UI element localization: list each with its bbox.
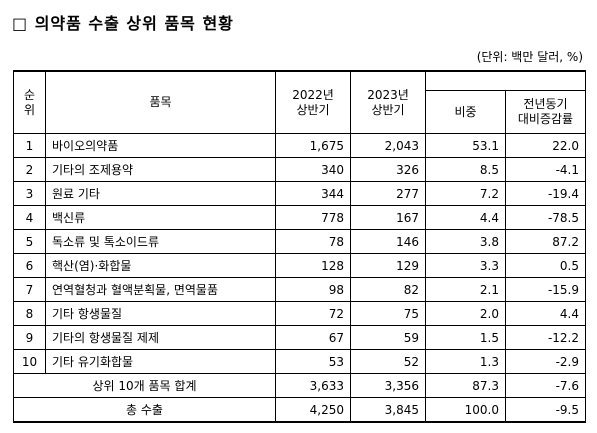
table-cell: -12.2 — [505, 325, 586, 350]
table-row: 총 수출 4,250 3,845 100.0 -9.5 — [13, 397, 586, 423]
header-cell: 2023년 상반기 — [350, 70, 426, 134]
table-row: 6 핵산(염)·화합물 128 129 3.3 0.5 — [13, 253, 586, 278]
table-row: 8 기타 항생물질 72 75 2.0 4.4 — [13, 301, 586, 326]
header-cell: 순 위 — [13, 70, 46, 134]
table-row: 1 바이오의약품 1,675 2,043 53.1 22.0 — [13, 133, 586, 158]
table: 순 위 품목 2022년 상반기 2023년 상반기 비중 전년동기 대비증감률… — [13, 70, 586, 423]
table-cell: 87.2 — [505, 229, 586, 254]
table-cell: 기타 유기화합물 — [45, 349, 276, 374]
table-row: 3 원료 기타 344 277 7.2 -19.4 — [13, 181, 586, 206]
table-cell: 277 — [350, 181, 426, 206]
header-blank — [425, 70, 586, 91]
table-cell: 146 — [350, 229, 426, 254]
table-cell: -7.6 — [505, 373, 586, 398]
table-cell: 129 — [350, 253, 426, 278]
table-row: 상위 10개 품목 합계 3,633 3,356 87.3 -7.6 — [13, 373, 586, 398]
table-cell: 8 — [13, 301, 46, 326]
table-cell: 9 — [13, 325, 46, 350]
table-cell: 8.5 — [425, 157, 506, 182]
header-cell: 품목 — [45, 70, 276, 134]
table-cell: 3,845 — [350, 397, 426, 423]
table-row: 5 독소류 및 톡소이드류 78 146 3.8 87.2 — [13, 229, 586, 254]
table-cell: 기타 항생물질 — [45, 301, 276, 326]
table-cell: 10 — [13, 349, 46, 374]
table-cell: 7 — [13, 277, 46, 302]
table-cell: 98 — [275, 277, 351, 302]
table-cell: 87.3 — [425, 373, 506, 398]
table-cell: 128 — [275, 253, 351, 278]
table-cell: 344 — [275, 181, 351, 206]
unit-note: (단위: 백만 달러, %) — [476, 50, 583, 64]
table-cell: 바이오의약품 — [45, 133, 276, 158]
table-cell: 167 — [350, 205, 426, 230]
table-row: 7 연역혈청과 혈액분획물, 면역물품 98 82 2.1 -15.9 — [13, 277, 586, 302]
header-cell: 2022년 상반기 — [275, 70, 351, 134]
table-cell: 독소류 및 톡소이드류 — [45, 229, 276, 254]
table-cell: 상위 10개 품목 합계 — [13, 373, 276, 398]
table-cell: 59 — [350, 325, 426, 350]
table-cell: 3,633 — [275, 373, 351, 398]
table-cell: 22.0 — [505, 133, 586, 158]
table-cell: -19.4 — [505, 181, 586, 206]
table-cell: 5 — [13, 229, 46, 254]
table-cell: 2.1 — [425, 277, 506, 302]
table-cell: -4.1 — [505, 157, 586, 182]
table-row: 10 기타 유기화합물 53 52 1.3 -2.9 — [13, 349, 586, 374]
table-cell: 연역혈청과 혈액분획물, 면역물품 — [45, 277, 276, 302]
table-cell: 6 — [13, 253, 46, 278]
table-cell: 4.4 — [505, 301, 586, 326]
table-cell: 4 — [13, 205, 46, 230]
table-cell: 53 — [275, 349, 351, 374]
table-cell: 72 — [275, 301, 351, 326]
table-cell: 0.5 — [505, 253, 586, 278]
table-cell: 4.4 — [425, 205, 506, 230]
table-cell: 원료 기타 — [45, 181, 276, 206]
table-cell: -9.5 — [505, 397, 586, 423]
table-cell: 1.5 — [425, 325, 506, 350]
table-cell: 백신류 — [45, 205, 276, 230]
table-cell: 핵산(염)·화합물 — [45, 253, 276, 278]
table-cell: -78.5 — [505, 205, 586, 230]
header-cell: 비중 — [425, 90, 506, 134]
table-cell: 기타의 조제용약 — [45, 157, 276, 182]
table-cell: 326 — [350, 157, 426, 182]
table-cell: 2.0 — [425, 301, 506, 326]
table-cell: 2 — [13, 157, 46, 182]
table-row: 4 백신류 778 167 4.4 -78.5 — [13, 205, 586, 230]
table-cell: -2.9 — [505, 349, 586, 374]
table-cell: 778 — [275, 205, 351, 230]
title: □ 의약품 수출 상위 품목 현황 — [12, 14, 234, 33]
table-row: 2 기타의 조제용약 340 326 8.5 -4.1 — [13, 157, 586, 182]
table-cell: 총 수출 — [13, 397, 276, 423]
table-cell: 82 — [350, 277, 426, 302]
table-cell: 3,356 — [350, 373, 426, 398]
table-cell: 1,675 — [275, 133, 351, 158]
table-cell: 100.0 — [425, 397, 506, 423]
table-cell: 7.2 — [425, 181, 506, 206]
table-cell: 67 — [275, 325, 351, 350]
table-cell: 4,250 — [275, 397, 351, 423]
table-cell: -15.9 — [505, 277, 586, 302]
table-cell: 3.8 — [425, 229, 506, 254]
table-cell: 3 — [13, 181, 46, 206]
table-cell: 1.3 — [425, 349, 506, 374]
table-row: 9 기타의 항생물질 제제 67 59 1.5 -12.2 — [13, 325, 586, 350]
table-body: 1 바이오의약품 1,675 2,043 53.1 22.0 2 기타의 조제용약 340 326… — [13, 133, 586, 423]
table-cell: 기타의 항생물질 제제 — [45, 325, 276, 350]
table-cell: 75 — [350, 301, 426, 326]
table-cell: 78 — [275, 229, 351, 254]
table-cell: 52 — [350, 349, 426, 374]
table-cell: 53.1 — [425, 133, 506, 158]
table-cell: 2,043 — [350, 133, 426, 158]
table-cell: 3.3 — [425, 253, 506, 278]
table-cell: 340 — [275, 157, 351, 182]
header-cell: 전년동기 대비증감률 — [505, 90, 586, 134]
table-cell: 1 — [13, 133, 46, 158]
